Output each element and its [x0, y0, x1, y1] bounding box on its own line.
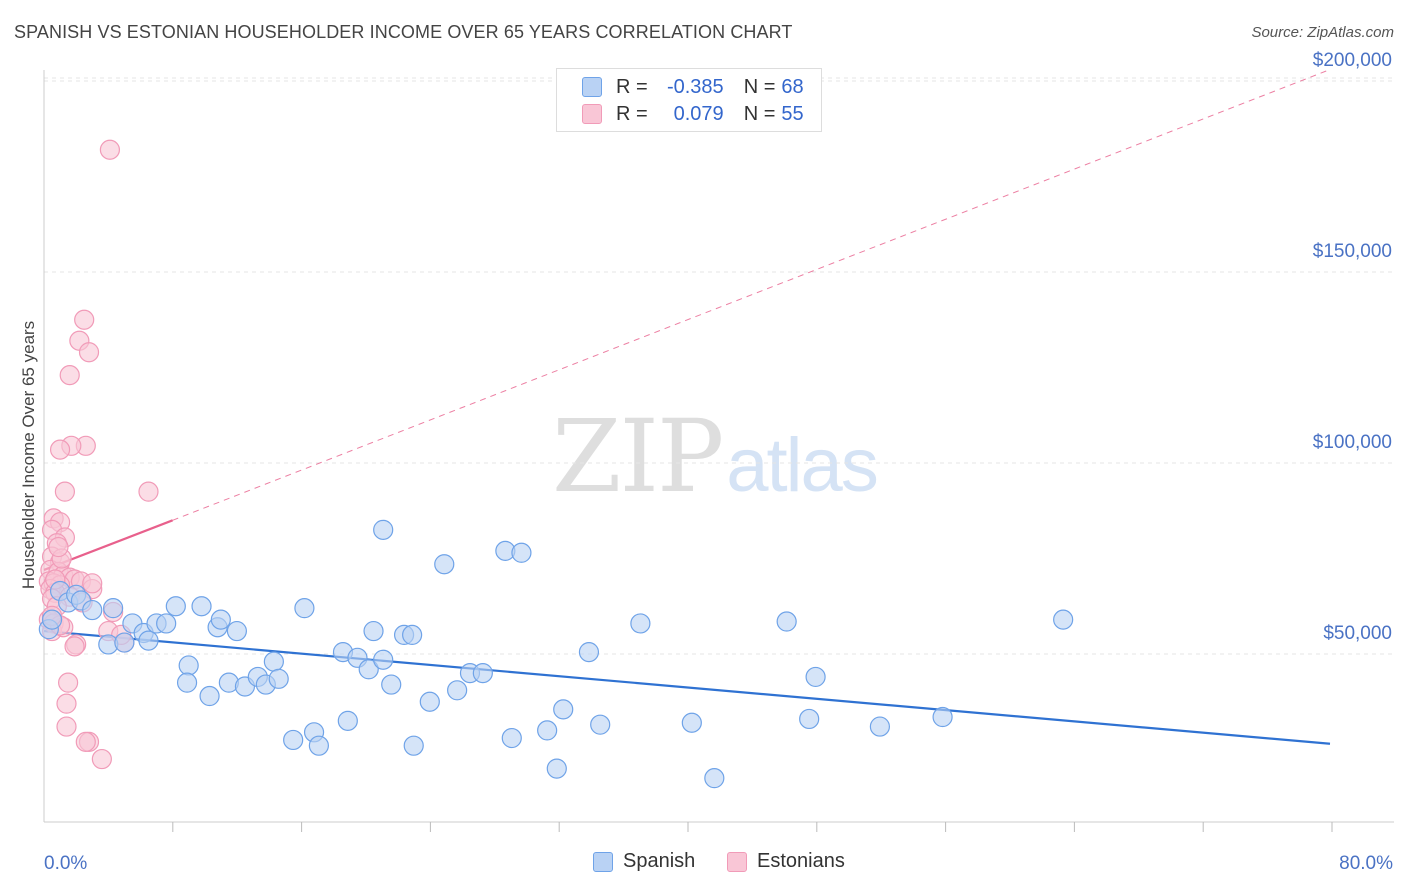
spanish-point — [447, 680, 468, 701]
spanish-swatch — [593, 851, 613, 872]
legend-r-label: R = — [616, 102, 648, 125]
correlation-legend: R = -0.385 N = 68 R = 0.079 N = 55 — [556, 68, 822, 132]
legend-n-label: N = — [743, 75, 776, 98]
spanish-point — [283, 729, 304, 751]
legend-spanish-label: Spanish — [623, 850, 696, 872]
estonian-point — [78, 342, 100, 363]
estonian-point — [75, 731, 96, 752]
legend-row-spanish: R = -0.385 N = 68 — [557, 73, 804, 101]
tick-labels: $50,000 $100,000 $150,000 $200,000 0.0% 80.0% — [44, 50, 1393, 874]
estonian-swatch — [582, 104, 602, 124]
estonian-swatch — [727, 851, 747, 872]
spanish-point — [178, 655, 199, 676]
estonian-point — [56, 716, 77, 737]
axes — [43, 70, 1394, 832]
trend-lines — [43, 69, 1331, 745]
spanish-point — [805, 666, 826, 688]
spanish-point — [337, 710, 358, 731]
chart-title: SPANISH VS ESTONIAN HOUSEHOLDER INCOME O… — [14, 22, 793, 42]
estonian-point — [99, 139, 121, 160]
spanish-point — [578, 641, 600, 663]
spanish-point — [799, 708, 820, 730]
spanish-point — [546, 758, 567, 779]
spanish-swatch — [582, 77, 602, 97]
x-tick-label: 0.0% — [44, 853, 87, 874]
series-legend: Spanish Estonians — [0, 850, 1406, 880]
estonian-point — [59, 365, 80, 386]
spanish-trend-line — [43, 629, 1331, 745]
spanish-point — [156, 613, 177, 634]
estonian-point — [48, 536, 69, 558]
spanish-point — [114, 632, 135, 653]
spanish-point — [103, 598, 124, 619]
spanish-point — [553, 699, 574, 720]
spanish-point — [82, 599, 103, 621]
spanish-point — [501, 727, 522, 749]
spanish-point — [138, 630, 159, 651]
legend-item-estonians: Estonians — [727, 850, 845, 873]
estonian-point — [54, 481, 75, 502]
spanish-point — [191, 596, 212, 617]
spanish-point — [537, 720, 558, 741]
spanish-point — [1053, 609, 1074, 630]
legend-n-label: N = — [743, 102, 776, 125]
estonian-point — [64, 636, 85, 657]
legend-row-estonians: R = 0.079 N = 55 — [557, 100, 804, 128]
x-tick-label: 80.0% — [1339, 853, 1393, 874]
spanish-point — [358, 659, 379, 680]
spanish-point — [363, 620, 384, 642]
spanish-points — [38, 519, 1074, 789]
estonian-point — [49, 439, 71, 460]
estonian-point — [138, 481, 159, 502]
spanish-point — [419, 691, 440, 712]
estonian-point — [74, 309, 95, 330]
estonian-point — [82, 573, 103, 594]
y-tick-label: $200,000 — [1313, 50, 1392, 71]
spanish-point — [165, 596, 186, 617]
legend-r-label: R = — [616, 75, 648, 98]
spanish-point — [511, 542, 532, 563]
grid-lines — [44, 77, 1394, 655]
spanish-point — [226, 620, 247, 642]
legend-estonians-label: Estonians — [757, 850, 845, 872]
estonian-trend-line-dashed — [172, 69, 1331, 521]
spanish-point — [472, 662, 493, 684]
source-label: Source: ZipAtlas.com — [1251, 24, 1394, 41]
spanish-point — [381, 674, 402, 695]
spanish-point — [373, 519, 394, 540]
y-tick-label: $150,000 — [1313, 241, 1392, 262]
spanish-point — [210, 609, 231, 630]
y-axis-title: Householder Income Over 65 years — [19, 321, 38, 589]
legend-n-value: 55 — [781, 102, 804, 125]
spanish-point — [704, 768, 725, 789]
spanish-point — [402, 624, 423, 646]
legend-n-value: 68 — [781, 75, 804, 98]
y-tick-label: $100,000 — [1313, 432, 1392, 453]
estonian-point — [91, 748, 112, 770]
spanish-point — [434, 554, 455, 575]
spanish-point — [176, 672, 198, 693]
spanish-point — [869, 716, 891, 737]
spanish-point — [263, 651, 284, 672]
legend-r-value: 0.079 — [673, 102, 724, 125]
spanish-point — [268, 668, 289, 689]
estonian-point — [56, 693, 77, 714]
spanish-point — [932, 706, 953, 728]
spanish-point — [630, 613, 651, 634]
estonian-point — [58, 672, 79, 693]
spanish-point — [681, 712, 702, 733]
estonian-points — [38, 139, 159, 770]
spanish-point — [41, 609, 63, 630]
spanish-point — [199, 685, 220, 707]
y-tick-label: $50,000 — [1323, 623, 1392, 644]
spanish-point — [590, 714, 611, 735]
spanish-point — [403, 735, 424, 756]
legend-r-value: -0.385 — [666, 75, 724, 98]
legend-item-spanish: Spanish — [593, 850, 695, 873]
spanish-point — [776, 611, 797, 632]
spanish-point — [373, 649, 394, 670]
spanish-point — [294, 598, 315, 619]
spanish-point — [308, 735, 329, 756]
